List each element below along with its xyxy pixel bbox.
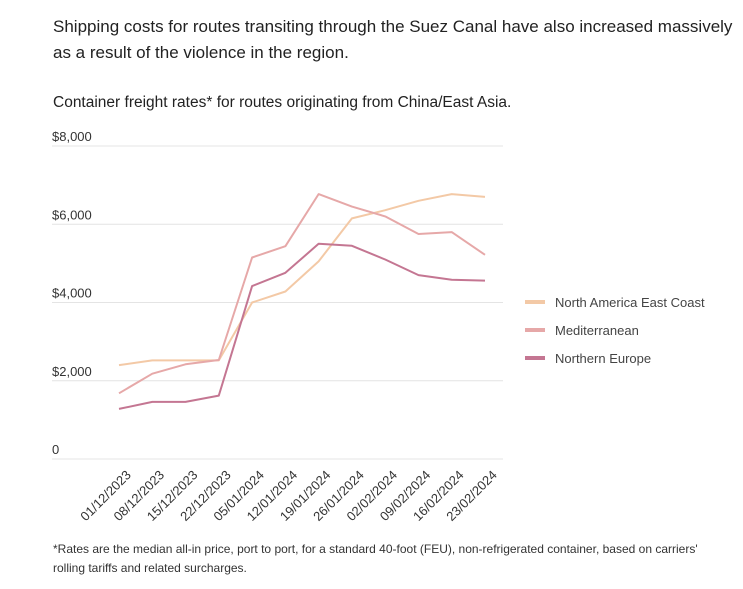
legend-swatch-north-america [525,300,545,304]
legend-item-mediterranean[interactable]: Mediterranean [525,316,705,344]
chart-title: Container freight rates* for routes orig… [53,94,512,111]
chart-legend: North America East Coast Mediterranean N… [525,288,705,372]
y-tick-label: $4,000 [52,286,92,301]
y-tick-label: 0 [52,442,59,457]
series-line-mediterranean[interactable] [118,193,486,395]
legend-label-northern-europe: Northern Europe [555,350,652,366]
y-tick-label: $6,000 [52,207,92,222]
y-tick-label: $2,000 [52,364,92,379]
footnote: *Rates are the median all-in price, port… [53,542,698,575]
y-tick-label: $8,000 [52,129,92,144]
series-line-northern-europe[interactable] [118,242,486,410]
legend-swatch-mediterranean [525,328,545,332]
legend-swatch-northern-europe [525,356,545,360]
legend-item-northern-europe[interactable]: Northern Europe [525,344,705,372]
series-line-north-america-east-coast[interactable] [118,193,486,367]
legend-label-north-america: North America East Coast [555,294,705,310]
intro-text: Shipping costs for routes transiting thr… [53,17,733,62]
legend-label-mediterranean: Mediterranean [555,322,639,338]
legend-item-north-america[interactable]: North America East Coast [525,288,705,316]
